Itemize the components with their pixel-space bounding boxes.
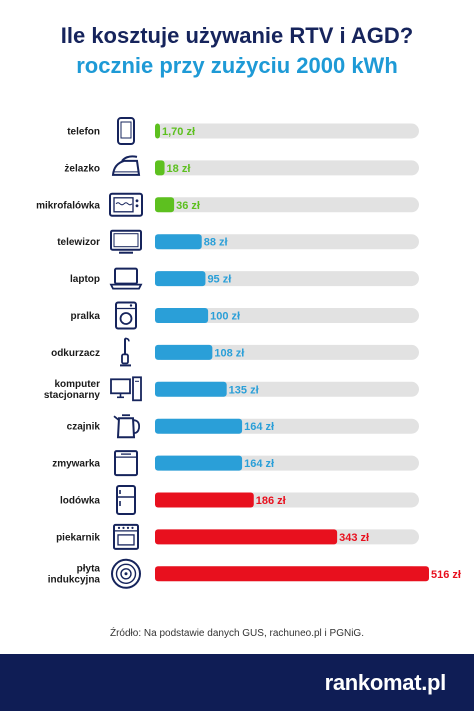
bar-row: pralka 100 zł xyxy=(71,301,419,330)
value-label: 1,70 zł xyxy=(162,126,195,138)
value-label: 164 zł xyxy=(244,421,274,433)
bar-track xyxy=(155,197,419,213)
bar-row: zmywarka 164 zł xyxy=(52,450,419,477)
bar-row: telefon 1,70 zł xyxy=(67,117,419,145)
washing-machine-icon xyxy=(115,301,137,330)
source-note: Źródło: Na podstawie danych GUS, rachune… xyxy=(109,628,364,639)
value-label: 36 zł xyxy=(176,200,200,212)
value-label: 100 zł xyxy=(210,311,240,323)
bar xyxy=(155,529,338,545)
bar-row: mikrofalówka 36 zł xyxy=(36,192,419,217)
fridge-icon xyxy=(116,485,136,515)
value-label: 343 zł xyxy=(339,532,369,544)
footer-bar: rankomat.pl xyxy=(0,654,474,711)
bar-chart: telefon 1,70 zł żelazko 18 zł mikrofalówka 36… xyxy=(36,117,461,589)
bar xyxy=(155,492,254,508)
bar-track xyxy=(155,123,419,139)
value-label: 186 zł xyxy=(256,495,286,507)
chart-subtitle: rocznie przy zużyciu 2000 kWh xyxy=(76,53,398,78)
vacuum-icon xyxy=(120,337,131,367)
category-label: czajnik xyxy=(67,422,101,433)
bar xyxy=(155,455,243,471)
category-label: lodówka xyxy=(60,496,100,507)
category-label: indukcyjna xyxy=(48,574,101,585)
phone-icon xyxy=(117,117,135,145)
value-label: 95 zł xyxy=(207,274,231,286)
value-label: 88 zł xyxy=(204,237,228,249)
microwave-icon xyxy=(109,192,143,217)
bar-row: piekarnik 343 zł xyxy=(56,523,419,550)
category-label: mikrofalówka xyxy=(36,200,100,211)
bar-row: odkurzacz 108 zł xyxy=(51,337,419,367)
category-label: laptop xyxy=(70,274,100,285)
bar xyxy=(155,344,213,360)
bar xyxy=(155,234,202,250)
value-label: 164 zł xyxy=(244,458,274,470)
bar-track xyxy=(155,271,419,287)
bar-row: telewizor 88 zł xyxy=(57,229,419,254)
chart-title: Ile kosztuje używanie RTV i AGD? xyxy=(60,23,414,48)
bar xyxy=(155,381,227,397)
iron-icon xyxy=(111,155,141,176)
category-label: odkurzacz xyxy=(51,348,100,359)
category-label: płyta xyxy=(77,563,101,574)
category-label: zmywarka xyxy=(52,459,100,470)
brand-logo: rankomat.pl xyxy=(324,670,447,695)
bar-row: żelazko 18 zł xyxy=(64,155,419,176)
bar xyxy=(155,308,209,323)
induction-hob-icon xyxy=(111,558,141,589)
bar-row: laptop 95 zł xyxy=(70,267,419,290)
value-label: 516 zł xyxy=(431,569,461,581)
category-label: telefon xyxy=(67,127,100,138)
oven-icon xyxy=(113,523,139,550)
category-label: pralka xyxy=(71,311,101,322)
category-label: żelazko xyxy=(64,163,100,174)
category-label: stacjonarny xyxy=(44,390,101,401)
bar-row: lodówka 186 zł xyxy=(60,485,419,515)
value-label: 135 zł xyxy=(229,384,259,396)
dishwasher-icon xyxy=(114,450,138,477)
bar xyxy=(155,566,429,582)
bar xyxy=(155,271,206,287)
category-label: komputer xyxy=(54,379,100,390)
desktop-computer-icon xyxy=(110,376,142,402)
bar xyxy=(155,160,165,176)
laptop-icon xyxy=(109,267,143,290)
category-label: piekarnik xyxy=(56,532,100,543)
tv-icon xyxy=(110,229,142,254)
bar xyxy=(155,123,160,139)
bar-track xyxy=(155,160,419,176)
bar-track xyxy=(155,344,419,360)
bar-track xyxy=(155,234,419,250)
value-label: 108 zł xyxy=(214,347,244,359)
bar xyxy=(155,418,243,434)
bar-row: czajnik 164 zł xyxy=(67,414,419,439)
category-label: telewizor xyxy=(57,237,100,248)
bar xyxy=(155,197,175,213)
bar-track xyxy=(155,308,419,323)
kettle-icon xyxy=(113,414,141,439)
value-label: 18 zł xyxy=(167,163,191,175)
